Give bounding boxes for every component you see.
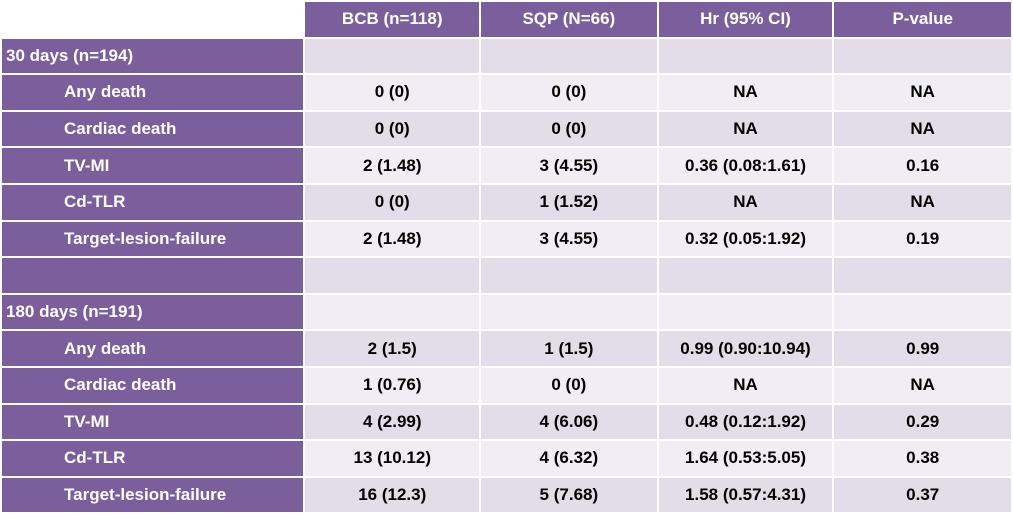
outcomes-table: BCB (n=118) SQP (N=66) Hr (95% CI) P-val…	[2, 2, 1011, 513]
bcb-cell: 2 (1.5)	[305, 331, 480, 366]
row-label: TV-MI	[2, 404, 304, 440]
p-value-cell: 0.16	[834, 148, 1011, 183]
row-label: Target-lesion-failure	[2, 221, 304, 257]
row-label: Cd-TLR	[2, 441, 304, 476]
table-row: 180 days (n=191)	[2, 294, 1011, 330]
p-value-cell	[834, 38, 1011, 74]
bcb-cell	[305, 38, 480, 74]
table-row: Target-lesion-failure 16 (12.3) 5 (7.68)…	[2, 477, 1011, 513]
sqp-cell: 0 (0)	[481, 111, 657, 147]
bcb-cell: 1 (0.76)	[305, 367, 480, 403]
row-label: TV-MI	[2, 148, 304, 183]
p-value-cell: 0.37	[834, 477, 1011, 513]
bcb-cell	[305, 294, 480, 330]
bcb-cell: 0 (0)	[305, 111, 480, 147]
bcb-cell: 13 (10.12)	[305, 441, 480, 476]
table-row: 30 days (n=194)	[2, 38, 1011, 74]
row-label: Cardiac death	[2, 111, 304, 147]
sqp-cell: 3 (4.55)	[481, 148, 657, 183]
table-row: Cardiac death 1 (0.76) 0 (0) NA NA	[2, 367, 1011, 403]
header-empty-cell	[2, 2, 304, 37]
bcb-cell	[305, 258, 480, 293]
header-p-value: P-value	[834, 2, 1011, 37]
hr-cell: NA	[658, 111, 833, 147]
header-sqp: SQP (N=66)	[481, 2, 657, 37]
table-row: Cd-TLR 13 (10.12) 4 (6.32) 1.64 (0.53:5.…	[2, 441, 1011, 476]
p-value-cell: 0.38	[834, 441, 1011, 476]
table-row: Target-lesion-failure 2 (1.48) 3 (4.55) …	[2, 221, 1011, 257]
sqp-cell	[481, 258, 657, 293]
row-label: Any death	[2, 331, 304, 366]
p-value-cell: NA	[834, 367, 1011, 403]
sqp-cell	[481, 294, 657, 330]
sqp-cell: 5 (7.68)	[481, 477, 657, 513]
p-value-cell	[834, 294, 1011, 330]
hr-cell	[658, 38, 833, 74]
row-label	[2, 258, 304, 293]
p-value-cell: NA	[834, 75, 1011, 110]
p-value-cell: NA	[834, 111, 1011, 147]
row-label: 30 days (n=194)	[2, 38, 304, 74]
hr-cell: NA	[658, 184, 833, 220]
p-value-cell: 0.19	[834, 221, 1011, 257]
sqp-cell	[481, 38, 657, 74]
row-label: Cardiac death	[2, 367, 304, 403]
hr-cell: 0.99 (0.90:10.94)	[658, 331, 833, 366]
row-label: Target-lesion-failure	[2, 477, 304, 513]
table-row: TV-MI 4 (2.99) 4 (6.06) 0.48 (0.12:1.92)…	[2, 404, 1011, 440]
sqp-cell: 0 (0)	[481, 367, 657, 403]
sqp-cell: 4 (6.06)	[481, 404, 657, 440]
bcb-cell: 0 (0)	[305, 184, 480, 220]
table-header-row: BCB (n=118) SQP (N=66) Hr (95% CI) P-val…	[2, 2, 1011, 37]
hr-cell: 0.48 (0.12:1.92)	[658, 404, 833, 440]
header-bcb: BCB (n=118)	[305, 2, 480, 37]
bcb-cell: 2 (1.48)	[305, 148, 480, 183]
bcb-cell: 2 (1.48)	[305, 221, 480, 257]
sqp-cell: 1 (1.52)	[481, 184, 657, 220]
bcb-cell: 0 (0)	[305, 75, 480, 110]
header-hr: Hr (95% CI)	[658, 2, 833, 37]
hr-cell: 1.64 (0.53:5.05)	[658, 441, 833, 476]
hr-cell: NA	[658, 75, 833, 110]
bcb-cell: 4 (2.99)	[305, 404, 480, 440]
p-value-cell: 0.99	[834, 331, 1011, 366]
sqp-cell: 3 (4.55)	[481, 221, 657, 257]
hr-cell: 0.36 (0.08:1.61)	[658, 148, 833, 183]
table-row: Any death 0 (0) 0 (0) NA NA	[2, 75, 1011, 110]
row-label: Any death	[2, 75, 304, 110]
p-value-cell	[834, 258, 1011, 293]
hr-cell	[658, 258, 833, 293]
row-label: Cd-TLR	[2, 184, 304, 220]
table-row: Cd-TLR 0 (0) 1 (1.52) NA NA	[2, 184, 1011, 220]
table-row: TV-MI 2 (1.48) 3 (4.55) 0.36 (0.08:1.61)…	[2, 148, 1011, 183]
row-label: 180 days (n=191)	[2, 294, 304, 330]
hr-cell	[658, 294, 833, 330]
sqp-cell: 4 (6.32)	[481, 441, 657, 476]
p-value-cell: 0.29	[834, 404, 1011, 440]
bcb-cell: 16 (12.3)	[305, 477, 480, 513]
hr-cell: NA	[658, 367, 833, 403]
sqp-cell: 0 (0)	[481, 75, 657, 110]
table-row: Any death 2 (1.5) 1 (1.5) 0.99 (0.90:10.…	[2, 331, 1011, 366]
hr-cell: 1.58 (0.57:4.31)	[658, 477, 833, 513]
table-row	[2, 258, 1011, 293]
sqp-cell: 1 (1.5)	[481, 331, 657, 366]
table-row: Cardiac death 0 (0) 0 (0) NA NA	[2, 111, 1011, 147]
hr-cell: 0.32 (0.05:1.92)	[658, 221, 833, 257]
p-value-cell: NA	[834, 184, 1011, 220]
